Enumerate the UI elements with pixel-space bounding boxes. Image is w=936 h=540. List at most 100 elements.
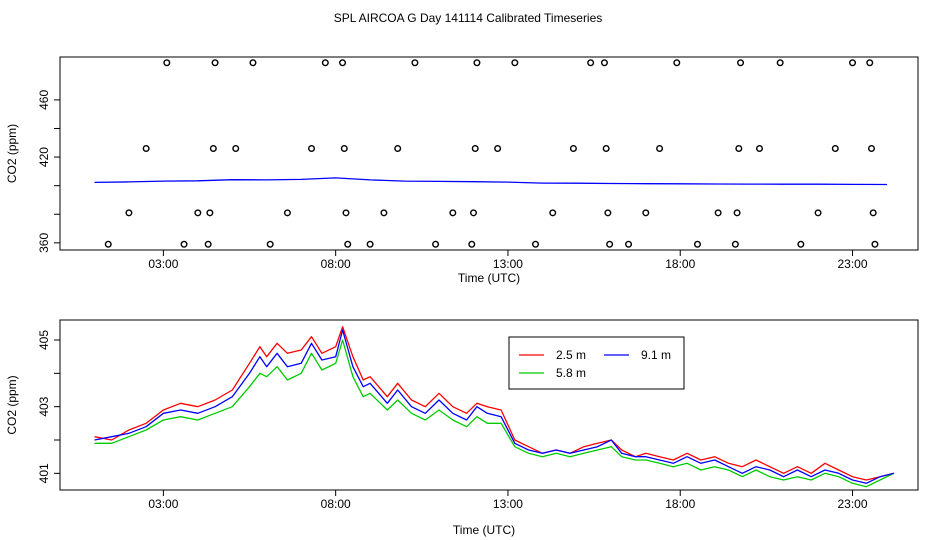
scatter-point [209, 144, 217, 152]
scatter-point [737, 59, 745, 67]
bottom-plot-frame [59, 319, 919, 491]
bottom-y-axis-label: CO2 (ppm) [5, 375, 19, 434]
scatter-point [511, 59, 519, 67]
scatter-point [432, 240, 440, 248]
y-tick-label: 403 [37, 396, 51, 416]
scatter-point [339, 59, 347, 67]
legend-label-9-1m: 9.1 m [641, 348, 671, 362]
scatter-point [604, 209, 612, 217]
bottom-x-axis: 03:00 08:00 13:00 18:00 23:00 [148, 490, 868, 511]
y-tick-label: 420 [37, 147, 51, 167]
scatter-point [468, 240, 476, 248]
series-line-2-5-m [94, 326, 895, 481]
scatter-point [211, 59, 219, 67]
bottom-y-axis: 401 403 405 [37, 330, 60, 483]
scatter-point [283, 209, 291, 217]
figure-title: SPL AIRCOA G Day 141114 Calibrated Times… [334, 11, 603, 25]
bottom-x-axis-label: Time (UTC) [453, 523, 515, 537]
scatter-point [366, 240, 374, 248]
scatter-point [232, 144, 240, 152]
scatter-point [266, 240, 274, 248]
series-line-5-8-m [94, 339, 895, 488]
scatter-point [249, 59, 257, 67]
x-tick-label: 18:00 [665, 497, 695, 511]
scatter-point [693, 240, 701, 248]
x-tick-label: 08:00 [321, 257, 351, 271]
y-tick-label: 460 [37, 90, 51, 110]
scatter-point [342, 209, 350, 217]
scatter-point [204, 240, 212, 248]
scatter-point [549, 209, 557, 217]
scatter-point [494, 144, 502, 152]
scatter-point [587, 59, 595, 67]
scatter-point [642, 209, 650, 217]
scatter-point [673, 59, 681, 67]
scatter-point [831, 144, 839, 152]
scatter-point [380, 209, 388, 217]
scatter-point [869, 209, 877, 217]
top-panel: 360 420 460 03:00 08:00 13:00 18:00 23:00 Time… [5, 56, 919, 285]
top-x-axis: 03:00 08:00 13:00 18:00 23:00 [148, 250, 868, 271]
scatter-point [344, 240, 352, 248]
top-y-axis-label: CO2 (ppm) [5, 124, 19, 183]
scatter-point [606, 240, 614, 248]
scatter-point [473, 59, 481, 67]
scatter-point [308, 144, 316, 152]
y-tick-label: 405 [37, 330, 51, 350]
scatter-point [814, 209, 822, 217]
scatter-point [625, 240, 633, 248]
legend-label-5-8m: 5.8 m [556, 366, 586, 380]
scatter-point [125, 209, 133, 217]
series-line-1 [94, 177, 888, 186]
bottom-panel: 401 403 405 03:00 08:00 13:00 18:00 23:00 Time… [5, 319, 919, 537]
scatter-point [180, 240, 188, 248]
x-tick-label: 13:00 [493, 497, 523, 511]
scatter-point [849, 59, 857, 67]
legend: 2.5 m 5.8 m 9.1 m [508, 336, 685, 390]
top-plot-frame [59, 56, 919, 251]
legend-label-2-5m: 2.5 m [556, 348, 586, 362]
scatter-point [194, 209, 202, 217]
scatter-point [449, 209, 457, 217]
scatter-point [871, 240, 879, 248]
scatter-point [340, 144, 348, 152]
scatter-point [471, 144, 479, 152]
scatter-point [776, 59, 784, 67]
top-plot-marks [94, 59, 888, 248]
scatter-point [733, 209, 741, 217]
top-y-axis: 360 420 460 [37, 90, 60, 253]
scatter-point [656, 144, 664, 152]
scatter-point [731, 240, 739, 248]
scatter-point [866, 59, 874, 67]
scatter-point [206, 209, 214, 217]
scatter-point [714, 209, 722, 217]
y-tick-label: 401 [37, 463, 51, 483]
legend-box [508, 336, 685, 390]
x-tick-label: 03:00 [148, 497, 178, 511]
x-tick-label: 23:00 [838, 257, 868, 271]
scatter-point [394, 144, 402, 152]
scatter-point [797, 240, 805, 248]
scatter-point [602, 144, 610, 152]
scatter-point [569, 144, 577, 152]
x-tick-label: 08:00 [321, 497, 351, 511]
scatter-point [532, 240, 540, 248]
x-tick-label: 03:00 [148, 257, 178, 271]
scatter-point [600, 59, 608, 67]
scatter-point [163, 59, 171, 67]
x-tick-label: 23:00 [838, 497, 868, 511]
scatter-point [755, 144, 763, 152]
scatter-point [867, 144, 875, 152]
scatter-point [411, 59, 419, 67]
y-tick-label: 360 [37, 233, 51, 253]
series-line-9-1-m [94, 329, 895, 484]
scatter-point [142, 144, 150, 152]
x-tick-label: 18:00 [665, 257, 695, 271]
bottom-plot-marks [94, 326, 895, 488]
scatter-point [469, 209, 477, 217]
top-x-axis-label: Time (UTC) [458, 271, 520, 285]
scatter-point [104, 240, 112, 248]
x-tick-label: 13:00 [493, 257, 523, 271]
scatter-point [735, 144, 743, 152]
